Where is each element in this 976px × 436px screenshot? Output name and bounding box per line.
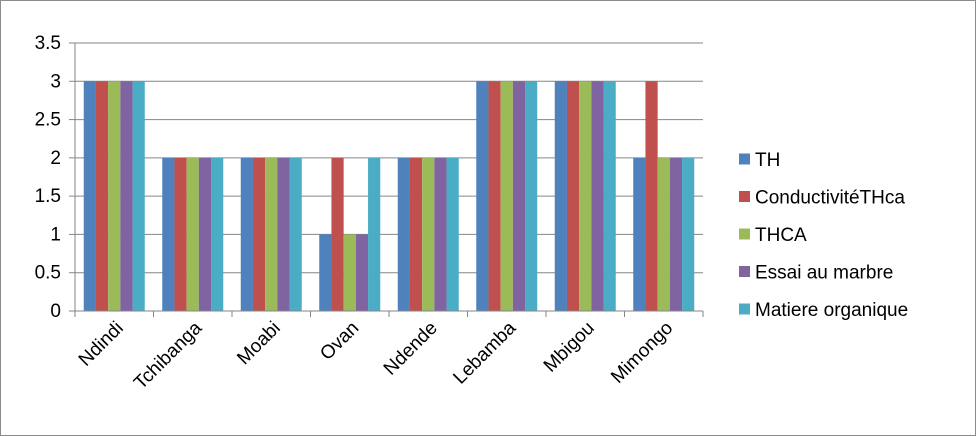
legend-label: Essai au marbre (755, 263, 893, 284)
y-tick-label: 3.5 (35, 33, 61, 54)
bars (83, 81, 695, 311)
y-tick-labels: 0 0.5 1 1.5 2 2.5 3 3.5 (35, 33, 61, 322)
bar-mimongo-1 (645, 81, 658, 311)
x-tick-label: Ndende (380, 318, 442, 380)
bar-moabi-1 (252, 157, 266, 311)
legend-label: ConductivitéTHca (755, 188, 905, 209)
x-tick-label: Mimongo (607, 318, 677, 388)
legend-label: Matiere organique (755, 300, 908, 321)
bar-ndende-4 (446, 157, 459, 311)
legend-swatch (739, 228, 750, 240)
bar-ndindi-1 (95, 81, 109, 311)
bar-mbigou-0 (554, 81, 567, 311)
x-tick-labels: Ndindi Tchibanga Moabi Ovan Ndende Lebamba Mbi… (75, 317, 677, 393)
bar-lebamba-2 (500, 81, 513, 311)
bar-ndende-1 (409, 157, 423, 311)
x-tick-label: Mbigou (540, 318, 599, 377)
bar-mimongo-2 (657, 157, 670, 311)
bar-ndende-3 (434, 157, 447, 311)
bar-tchibanga-1 (174, 157, 187, 311)
bar-moabi-4 (289, 157, 302, 311)
bar-mbigou-4 (603, 81, 616, 311)
bar-ndindi-0 (83, 81, 96, 311)
bar-tchibanga-4 (211, 157, 224, 311)
bar-lebamba-0 (476, 81, 489, 311)
bar-ovan-3 (355, 234, 369, 311)
legend-label: THCA (755, 225, 807, 246)
bar-mbigou-3 (591, 81, 604, 311)
bar-moabi-2 (265, 157, 278, 311)
bar-ndende-2 (422, 157, 435, 311)
y-tick-label: 2 (50, 148, 61, 169)
legend-swatch (739, 266, 750, 277)
bar-ovan-1 (331, 157, 344, 311)
bar-mbigou-1 (566, 81, 580, 311)
bar-ndindi-2 (108, 81, 121, 311)
bar-moabi-3 (277, 157, 290, 311)
y-tick-label: 1.5 (35, 186, 61, 207)
bar-tchibanga-3 (198, 157, 212, 311)
x-tick-label: Ndindi (75, 318, 128, 371)
x-tick-label: Lebamba (449, 317, 520, 388)
bar-tchibanga-0 (162, 157, 175, 311)
x-tick-label: Ovan (316, 318, 363, 365)
y-tick-label: 3 (50, 71, 61, 92)
x-tick-label: Tchibanga (130, 317, 206, 393)
bar-ovan-4 (368, 157, 381, 311)
bar-ndende-0 (397, 157, 410, 311)
bar-moabi-0 (240, 157, 253, 311)
y-tick-label: 1 (50, 224, 61, 245)
bar-lebamba-4 (525, 81, 538, 311)
bar-lebamba-3 (512, 81, 526, 311)
bar-mimongo-4 (682, 157, 695, 311)
bar-mbigou-2 (579, 81, 592, 311)
bar-ndindi-4 (132, 81, 145, 311)
bar-tchibanga-2 (186, 157, 199, 311)
x-tick-label: Moabi (233, 318, 284, 369)
bar-mimongo-3 (669, 157, 683, 311)
bar-ovan-0 (319, 234, 332, 311)
legend-swatch (739, 191, 750, 202)
legend-swatch (739, 153, 750, 165)
legend: TH ConductivitéTHca THCA Essai au marbre Mat… (739, 150, 908, 321)
legend-label: TH (755, 150, 780, 171)
bar-ndindi-3 (120, 81, 133, 311)
bar-lebamba-1 (488, 81, 501, 311)
y-tick-label: 0 (50, 301, 61, 322)
y-tick-label: 0.5 (35, 263, 61, 284)
axes (69, 42, 704, 317)
legend-swatch (739, 303, 750, 315)
y-tick-label: 2.5 (35, 110, 61, 131)
bar-mimongo-0 (633, 157, 646, 311)
bar-ovan-2 (343, 234, 356, 311)
